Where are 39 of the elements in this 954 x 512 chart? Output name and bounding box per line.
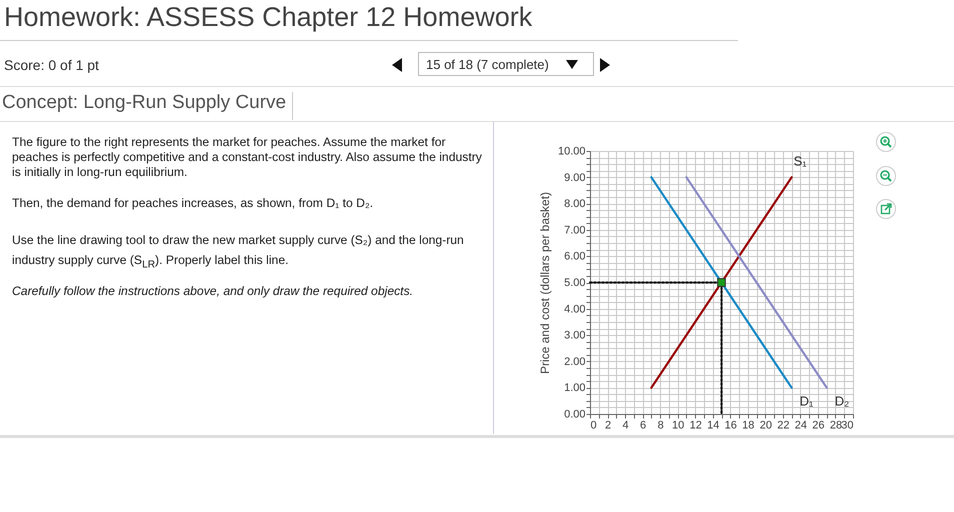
y-tick-label: 7.00 [564, 224, 586, 236]
text: Score: 0 of 1 pt [4, 57, 99, 73]
series-label: D₁ [800, 394, 814, 409]
y-tick-label: 0.00 [564, 408, 586, 420]
x-tick-label: 24 [794, 420, 808, 432]
y-tick-label: 6.00 [564, 250, 586, 263]
x-tick-label: 30 [841, 420, 854, 432]
y-tick-label: 2.00 [564, 356, 586, 368]
x-tick-label: 2 [604, 420, 612, 432]
x-tick-label: 8 [658, 420, 664, 432]
y-tick-label: 9.00 [564, 172, 586, 184]
text: 15 of 18 (7 complete) [418, 52, 594, 76]
x-tick-label: 16 [724, 420, 737, 432]
y-tick-label: 8.00 [564, 198, 586, 210]
x-tick-label: 26 [812, 420, 825, 432]
y-tick-label: 5.00 [564, 277, 586, 289]
x-tick-label: 10 [672, 420, 684, 432]
x-tick-label: 4 [622, 420, 629, 432]
y-tick-label: 1.00 [564, 382, 586, 394]
y-tick-label: 4.00 [564, 303, 586, 316]
x-tick-label: 22 [777, 420, 790, 432]
text: Concept: Long-Run Supply Curve [2, 92, 294, 120]
x-tick-label: 0 [590, 420, 597, 432]
y-tick-label: 3.00 [564, 330, 586, 342]
series-label: D₂ [834, 394, 850, 409]
text: Then, the demand for peaches increases, as shown, from D₁ to D₂. [12, 196, 374, 211]
x-tick-label: 12 [690, 420, 702, 432]
text: Homework: ASSESS Chapter 12 Homework [4, 2, 532, 33]
text: The figure to the right represents the market for peaches. Assume the market for peaches is perfectly competitive and a constant-cost industry. Also assume the industry is initially in long-run equilibrium. [12, 135, 482, 180]
y-axis-title: Price and cost (dollars per basket) [538, 192, 552, 374]
x-tick-label: 18 [742, 420, 754, 432]
x-tick-label: 28 [830, 420, 842, 432]
x-tick-label: 14 [707, 420, 720, 432]
y-tick-label: 10.00 [558, 146, 586, 158]
x-tick-label: 20 [760, 420, 772, 432]
text: Use the line drawing tool to draw the new market supply curve (S₂) and the long-run industry supply curve (S$_{LR}$). Properly label this line. [12, 232, 465, 272]
text: Carefully follow the instructions above, and only draw the required objects. [12, 284, 414, 299]
x-tick-label: 6 [640, 420, 646, 432]
series-label: S₁ [794, 153, 808, 168]
